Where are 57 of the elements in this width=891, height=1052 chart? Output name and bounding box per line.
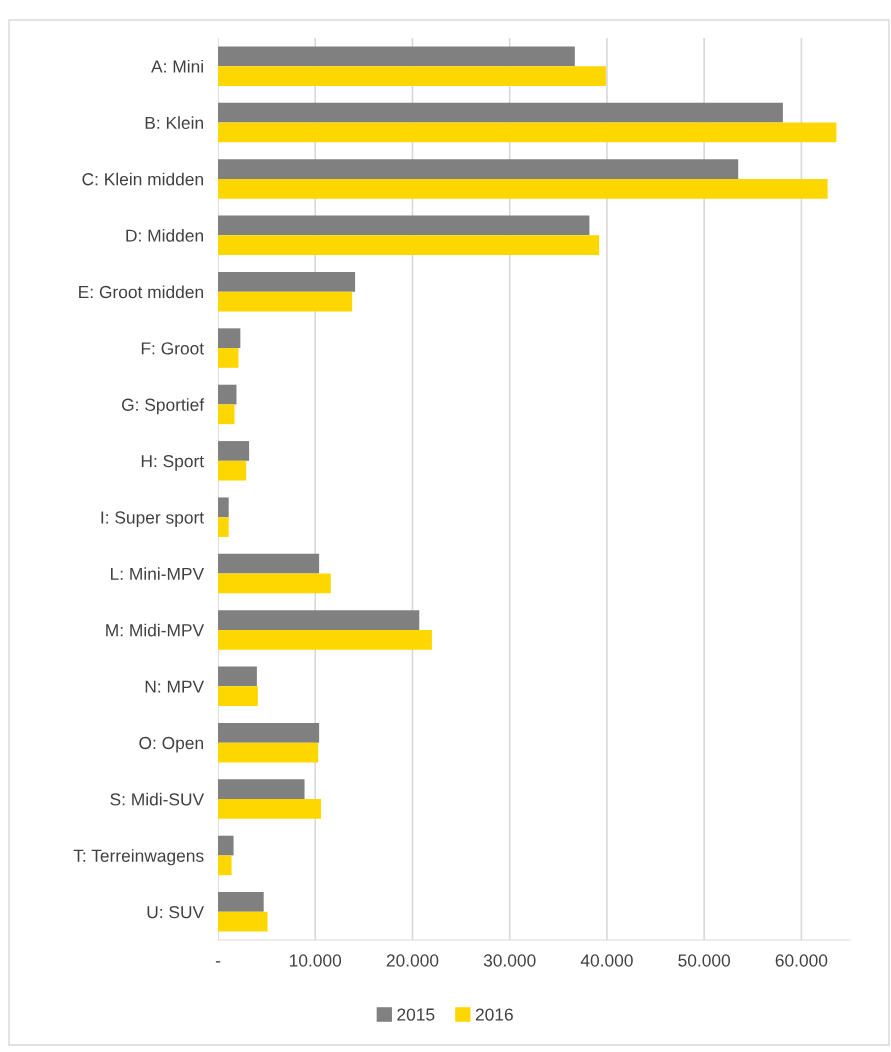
bar <box>218 742 319 763</box>
bar <box>218 610 420 630</box>
bar <box>218 348 239 368</box>
bar <box>218 855 232 876</box>
y-tick-label: N: MPV <box>145 680 205 693</box>
y-tick-label: C: Klein midden <box>82 172 203 186</box>
y-tick-label: E: Groot midden <box>79 285 203 299</box>
x-tick-label: 10.000 <box>290 954 342 967</box>
bar <box>218 722 320 743</box>
x-tick-label: 40.000 <box>580 954 633 967</box>
bar <box>218 460 247 481</box>
y-tick-label: I: Super sport <box>101 511 204 528</box>
x-tick-label: 30.000 <box>483 954 536 967</box>
bar <box>218 235 600 256</box>
bar <box>218 215 590 236</box>
y-tick-label: S: Midi-SUV <box>110 792 205 806</box>
x-tick-label: - <box>215 961 221 963</box>
bar <box>218 517 229 537</box>
bar <box>218 779 305 800</box>
bar <box>218 271 356 292</box>
y-tick-label: H: Sport <box>141 454 204 471</box>
x-tick-label: 60.000 <box>775 954 828 967</box>
y-tick-label: F: Groot <box>141 342 204 355</box>
bar <box>218 66 606 86</box>
bar <box>218 291 353 312</box>
bar <box>218 122 837 143</box>
bar <box>218 686 258 707</box>
y-tick-label: O: Open <box>139 736 203 753</box>
y-tick-label: U: SUV <box>147 905 205 919</box>
bar <box>218 911 268 932</box>
bar <box>218 46 575 67</box>
bar <box>218 553 320 574</box>
bar <box>218 441 250 461</box>
x-tick-label: 20.000 <box>386 954 439 967</box>
bar <box>218 328 241 349</box>
bar <box>218 629 432 650</box>
bar <box>218 159 739 179</box>
y-tick-label: L: Mini-MPV <box>111 567 205 580</box>
legend-label: 2015 <box>397 1008 435 1021</box>
bar <box>218 666 257 687</box>
y-tick-label: M: Midi-MPV <box>106 623 205 637</box>
bar <box>218 497 229 518</box>
bar <box>218 404 235 425</box>
y-tick-label: T: Terreinwagens <box>73 849 204 866</box>
y-tick-label: B: Klein <box>145 116 203 130</box>
bar <box>218 799 322 819</box>
bar <box>218 573 331 594</box>
y-tick-label: D: Midden <box>126 229 203 242</box>
bar <box>218 384 237 405</box>
bar <box>218 102 783 123</box>
x-tick-label: 50.000 <box>678 954 731 967</box>
bar <box>218 178 828 199</box>
y-tick-label: G: Sportief <box>122 398 205 415</box>
bar <box>218 835 234 856</box>
bar <box>218 892 264 912</box>
y-tick-label: A: Mini <box>151 59 203 73</box>
legend-label: 2016 <box>475 1008 513 1021</box>
